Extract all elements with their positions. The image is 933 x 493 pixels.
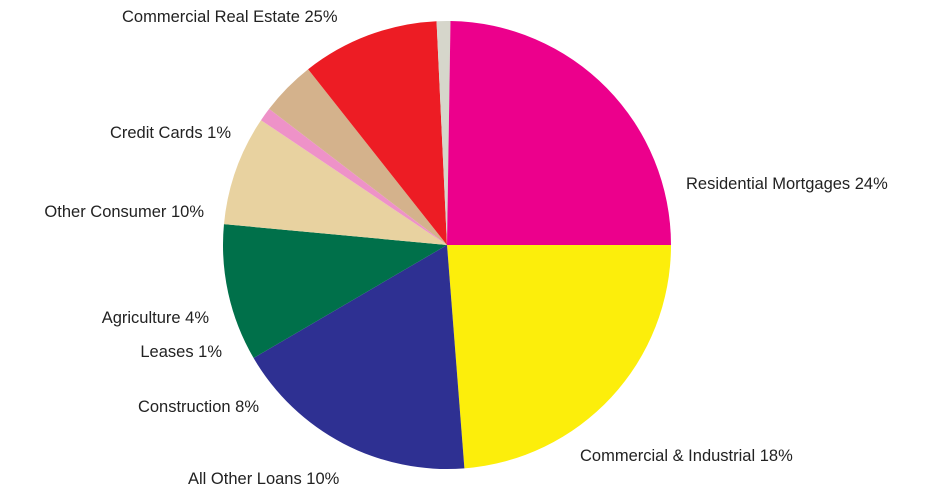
pie-slices bbox=[222, 21, 671, 469]
pie-slice-leases bbox=[260, 108, 447, 246]
pie-slice-commercial-real-estate bbox=[447, 21, 671, 246]
label-residential-mortgages: Residential Mortgages 24% bbox=[686, 175, 888, 193]
pie-slice-residential-mortgages bbox=[447, 245, 671, 469]
label-agriculture: Agriculture 4% bbox=[102, 309, 210, 327]
label-commercial-industrial: Commercial & Industrial 18% bbox=[580, 447, 793, 465]
label-leases: Leases 1% bbox=[140, 343, 222, 361]
label-construction: Construction 8% bbox=[138, 398, 259, 416]
pie-slice-credit-cards bbox=[436, 21, 451, 245]
pie-slice-other-consumer bbox=[308, 21, 447, 245]
pie-slice-commercial-industrial bbox=[253, 245, 465, 469]
label-commercial-real-estate: Commercial Real Estate 25% bbox=[122, 8, 338, 26]
pie-slice-agriculture bbox=[269, 69, 447, 245]
label-other-consumer: Other Consumer 10% bbox=[44, 203, 204, 221]
label-all-other-loans: All Other Loans 10% bbox=[188, 470, 340, 488]
pie-slice-all-other-loans bbox=[222, 224, 447, 358]
label-credit-cards: Credit Cards 1% bbox=[110, 124, 231, 142]
pie-slice-construction bbox=[223, 120, 447, 245]
pie-labels: Residential Mortgages 24% Commercial & I… bbox=[44, 8, 888, 488]
